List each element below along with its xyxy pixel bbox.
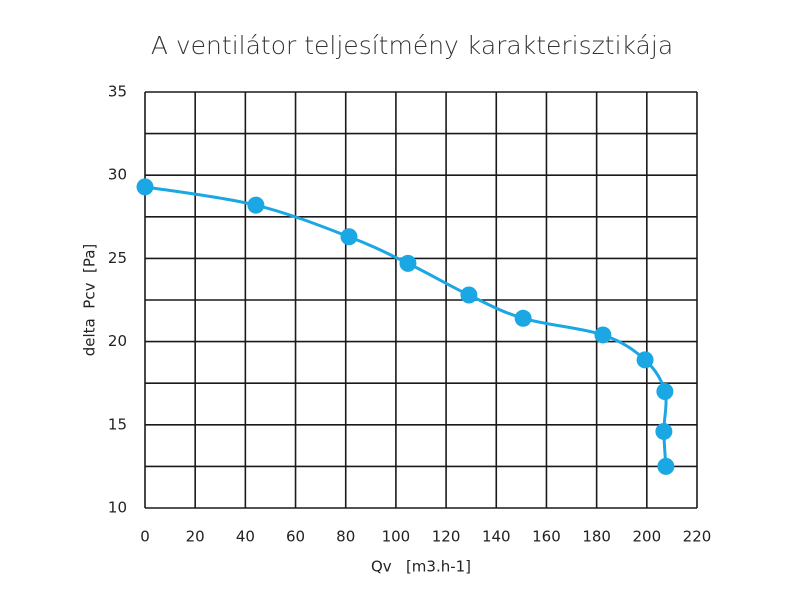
data-point	[460, 286, 478, 304]
x-tick-label: 40	[236, 528, 255, 546]
x-axis-label: Qv [m3.h-1]	[371, 558, 471, 576]
y-tick-label: 20	[108, 332, 127, 350]
data-point	[247, 196, 265, 214]
x-tick-label: 160	[532, 528, 561, 546]
x-tick-label: 140	[482, 528, 511, 546]
x-tick-label: 60	[286, 528, 305, 546]
y-tick-label: 25	[108, 249, 127, 267]
x-tick-label: 80	[336, 528, 355, 546]
data-point	[514, 309, 532, 327]
y-tick-label: 15	[108, 415, 127, 433]
y-axis-label: delta Pcv [Pa]	[81, 244, 99, 357]
data-point	[657, 457, 675, 475]
data-point	[399, 254, 417, 272]
x-tick-label: 180	[582, 528, 611, 546]
data-point	[594, 326, 612, 344]
data-point	[136, 178, 154, 196]
x-tick-label: 120	[432, 528, 461, 546]
chart-title: A ventilátor teljesítmény karakterisztik…	[151, 31, 673, 60]
y-tick-label: 30	[108, 166, 127, 184]
y-tick-label: 35	[108, 83, 127, 101]
x-tick-label: 100	[382, 528, 411, 546]
x-tick-label: 20	[186, 528, 205, 546]
x-tick-label: 0	[140, 528, 150, 546]
x-tick-label: 200	[632, 528, 661, 546]
data-point	[655, 422, 673, 440]
data-point	[636, 351, 654, 369]
data-point	[340, 228, 358, 246]
data-point	[656, 383, 674, 401]
x-tick-label: 220	[683, 528, 712, 546]
y-tick-label: 10	[108, 499, 127, 517]
